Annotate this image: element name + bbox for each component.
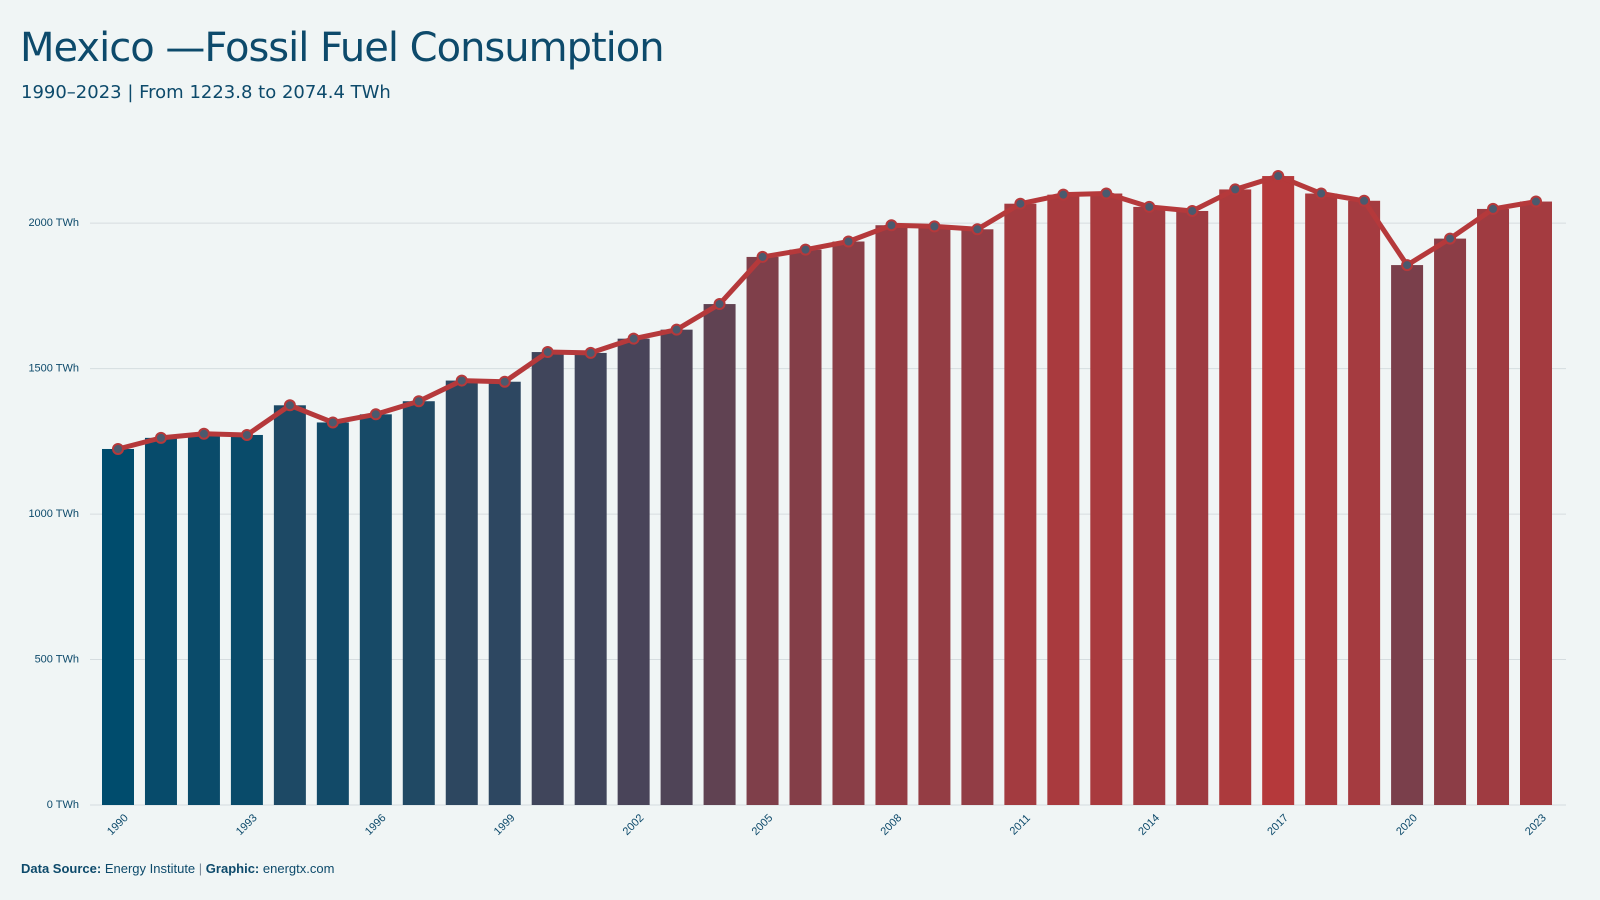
point bbox=[842, 235, 855, 248]
point bbox=[627, 332, 640, 345]
bar bbox=[102, 448, 134, 805]
bar bbox=[875, 225, 908, 805]
trend-line bbox=[117, 173, 1537, 452]
bar bbox=[617, 338, 650, 805]
chart-title: Mexico —Fossil Fuel Consumption bbox=[20, 25, 664, 71]
x-tick-label: 2005 bbox=[750, 812, 776, 838]
x-tick-label: 2008 bbox=[878, 812, 904, 838]
bar bbox=[660, 329, 693, 805]
bar bbox=[703, 304, 736, 805]
point bbox=[412, 395, 425, 408]
graphic: energtx.com bbox=[263, 861, 335, 876]
separator: | bbox=[199, 861, 202, 876]
y-tick-label: 1500 TWh bbox=[28, 363, 79, 375]
x-tick-label: 2011 bbox=[1008, 812, 1033, 837]
bar bbox=[359, 414, 392, 805]
graphic-label: Graphic: bbox=[206, 861, 259, 876]
x-tick-label: 1996 bbox=[363, 812, 389, 838]
bar bbox=[230, 434, 263, 805]
footer: Data Source: Energy Institute | Graphic:… bbox=[21, 861, 334, 876]
x-tick-label: 2002 bbox=[621, 812, 647, 838]
point bbox=[885, 219, 898, 232]
y-tick-label: 500 TWh bbox=[35, 653, 79, 665]
source-label: Data Source: bbox=[21, 861, 101, 876]
point bbox=[369, 408, 382, 421]
point bbox=[1100, 187, 1113, 200]
bar bbox=[316, 422, 349, 805]
x-tick-label: 2020 bbox=[1394, 812, 1420, 838]
bar bbox=[187, 433, 220, 805]
point bbox=[1401, 259, 1414, 272]
point bbox=[1487, 202, 1500, 215]
bar bbox=[574, 352, 607, 805]
bar bbox=[918, 226, 951, 805]
point bbox=[799, 243, 812, 256]
point bbox=[112, 442, 124, 455]
bar bbox=[1348, 200, 1381, 806]
point bbox=[1186, 204, 1199, 217]
chart-subtitle: 1990–2023 | From 1223.8 to 2074.4 TWh bbox=[21, 82, 391, 103]
point bbox=[1014, 197, 1027, 210]
bar bbox=[1391, 265, 1424, 805]
point bbox=[971, 223, 984, 236]
x-tick-label: 2023 bbox=[1523, 812, 1549, 838]
point bbox=[1358, 194, 1371, 207]
x-tick-label: 2014 bbox=[1136, 812, 1162, 838]
bar bbox=[832, 241, 865, 805]
bar bbox=[1477, 208, 1510, 806]
bar bbox=[488, 381, 521, 805]
point bbox=[541, 346, 554, 359]
point bbox=[498, 375, 511, 388]
point bbox=[240, 428, 253, 441]
bar bbox=[1133, 206, 1166, 805]
point bbox=[1057, 188, 1070, 201]
x-tick-label: 1999 bbox=[492, 812, 518, 838]
point bbox=[1315, 187, 1328, 200]
point bbox=[455, 374, 468, 387]
y-tick-label: 1000 TWh bbox=[28, 508, 79, 520]
point bbox=[756, 250, 769, 263]
bar bbox=[402, 401, 435, 805]
point bbox=[713, 298, 726, 311]
point bbox=[326, 416, 339, 429]
point bbox=[283, 399, 296, 412]
point bbox=[1272, 170, 1285, 183]
bar bbox=[1176, 210, 1209, 806]
point bbox=[1229, 183, 1242, 196]
point bbox=[154, 431, 167, 444]
bar bbox=[1434, 238, 1467, 806]
x-tick-label: 1993 bbox=[234, 812, 260, 838]
source: Energy Institute bbox=[105, 861, 195, 876]
bar bbox=[1090, 193, 1123, 805]
x-tick-label: 2017 bbox=[1265, 812, 1291, 838]
x-tick-label: 1990 bbox=[105, 812, 131, 838]
point bbox=[928, 220, 941, 233]
y-tick-label: 2000 TWh bbox=[28, 217, 79, 229]
point bbox=[197, 427, 210, 440]
bar bbox=[1047, 194, 1080, 805]
point bbox=[670, 323, 683, 336]
bar bbox=[961, 229, 994, 806]
point bbox=[1530, 195, 1542, 208]
point bbox=[584, 346, 597, 359]
bar bbox=[746, 256, 779, 806]
bar bbox=[273, 405, 306, 805]
point bbox=[1143, 200, 1156, 213]
bar bbox=[1219, 189, 1252, 805]
bar bbox=[1004, 203, 1037, 805]
bar bbox=[144, 437, 177, 805]
bar bbox=[1305, 193, 1338, 805]
bar bbox=[1520, 201, 1552, 805]
bar bbox=[531, 352, 564, 805]
bar bbox=[445, 380, 478, 805]
bar bbox=[789, 249, 822, 805]
y-tick-label: 0 TWh bbox=[47, 799, 79, 811]
point bbox=[1444, 232, 1457, 245]
bar bbox=[1262, 176, 1295, 805]
